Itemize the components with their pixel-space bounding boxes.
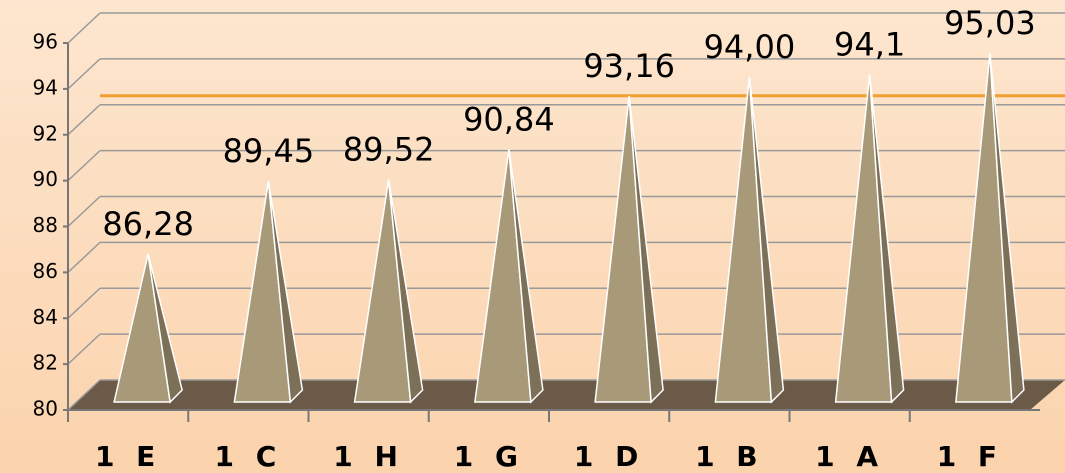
grid-line xyxy=(67,287,101,319)
pyramid xyxy=(113,253,183,404)
pyramid xyxy=(714,76,785,404)
grid-line xyxy=(67,58,101,90)
pyramid-side xyxy=(748,76,785,404)
x-tick-label: 1 G xyxy=(454,440,524,473)
pyramid xyxy=(353,179,424,404)
data-label: 89,45 xyxy=(223,132,315,170)
x-tick-label: 1 B xyxy=(695,440,764,473)
x-tick-label: 1 C xyxy=(214,440,282,473)
x-tick-label: 1 D xyxy=(574,440,644,473)
pyramid-side xyxy=(508,149,544,404)
y-tick-label: 84 xyxy=(33,305,58,329)
pyramid xyxy=(594,96,664,404)
grid-line xyxy=(67,150,101,182)
pyramid xyxy=(233,181,304,404)
pyramid-side xyxy=(267,181,304,404)
grid-line xyxy=(67,241,101,273)
y-tick-label: 90 xyxy=(33,167,58,191)
grid-line xyxy=(67,379,101,411)
pyramid-side xyxy=(147,253,183,404)
y-tick-label: 88 xyxy=(33,213,58,237)
data-label: 93,16 xyxy=(583,47,675,85)
y-tick-label: 86 xyxy=(33,259,58,283)
grid-line xyxy=(67,12,101,44)
pyramid xyxy=(834,74,905,404)
floor xyxy=(68,380,1065,410)
pyramid xyxy=(955,53,1025,404)
y-tick-label: 94 xyxy=(33,75,58,99)
pyramid-side xyxy=(868,74,905,404)
y-tick-label: 96 xyxy=(33,30,58,54)
data-label: 94,00 xyxy=(704,28,796,66)
x-tick-label: 1 H xyxy=(333,440,404,473)
grid-line xyxy=(67,104,101,136)
x-tick-label: 1 F xyxy=(937,440,1003,473)
data-label: 94,1 xyxy=(834,26,905,64)
pyramid-side xyxy=(628,96,664,404)
pyramid xyxy=(474,149,544,404)
data-label: 90,84 xyxy=(463,100,555,138)
y-tick-label: 82 xyxy=(33,351,58,375)
pyramid-side xyxy=(387,179,424,404)
data-label: 86,28 xyxy=(102,205,194,243)
grid-line xyxy=(67,333,101,365)
pyramid-side xyxy=(989,53,1025,404)
data-label: 95,03 xyxy=(944,4,1036,42)
data-label: 89,52 xyxy=(343,131,435,169)
y-tick-label: 92 xyxy=(33,121,58,145)
x-tick-label: 1 A xyxy=(815,440,884,473)
y-tick-label: 80 xyxy=(33,397,58,421)
x-tick-label: 1 E xyxy=(95,440,161,473)
grid-line xyxy=(67,195,101,228)
